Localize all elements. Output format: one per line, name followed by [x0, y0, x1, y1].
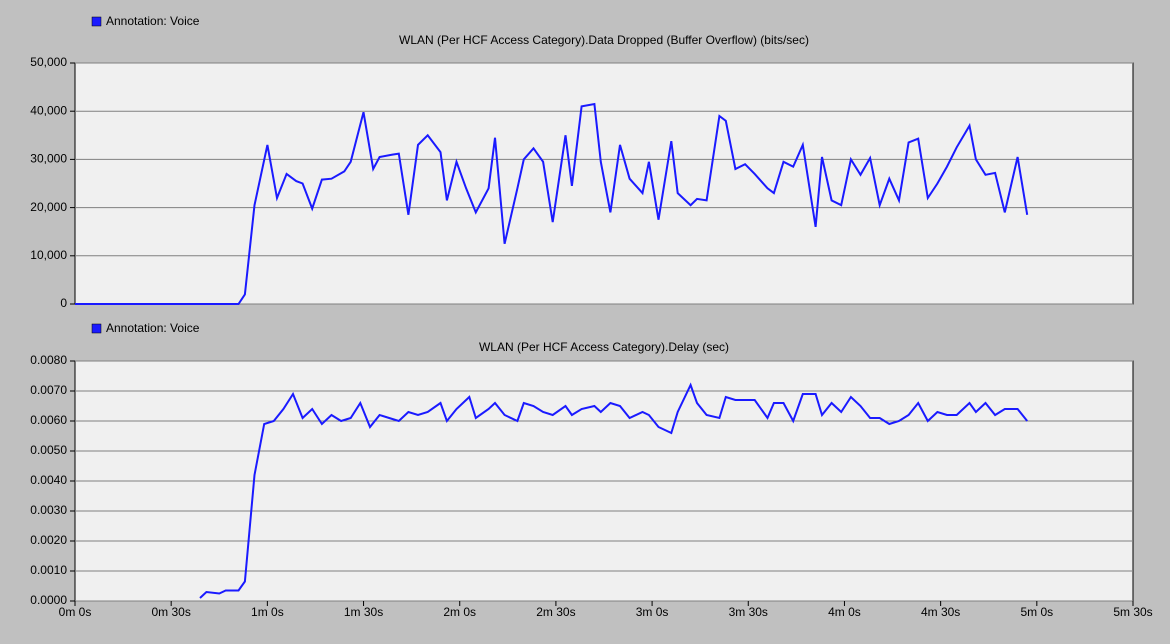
chart-title: WLAN (Per HCF Access Category).Data Drop…: [399, 33, 809, 47]
y-tick-label: 0.0040: [30, 473, 67, 487]
y-tick-label: 0.0020: [30, 533, 67, 547]
x-tick-label: 0m 0s: [59, 605, 92, 619]
y-tick-label: 0.0010: [30, 563, 67, 577]
y-tick-label: 0.0080: [30, 353, 67, 367]
y-tick-label: 0.0030: [30, 503, 67, 517]
x-tick-label: 2m 30s: [536, 605, 575, 619]
x-tick-label: 5m 0s: [1020, 605, 1053, 619]
x-tick-label: 1m 0s: [251, 605, 284, 619]
y-tick-label: 0: [60, 296, 67, 310]
y-tick-label: 0.0070: [30, 383, 67, 397]
y-tick-label: 50,000: [30, 55, 67, 69]
x-tick-label: 2m 0s: [443, 605, 476, 619]
y-tick-label: 20,000: [30, 200, 67, 214]
x-tick-label: 4m 30s: [921, 605, 960, 619]
data-line: [75, 102, 1029, 305]
y-tick-label: 30,000: [30, 152, 67, 166]
legend-label: Annotation: Voice: [106, 14, 200, 28]
x-tick-label: 3m 0s: [636, 605, 669, 619]
y-tick-label: 10,000: [30, 248, 67, 262]
x-tick-label: 0m 30s: [152, 605, 191, 619]
legend-swatch: [91, 16, 102, 27]
x-tick-label: 1m 30s: [344, 605, 383, 619]
x-tick-label: 4m 0s: [828, 605, 861, 619]
y-tick-label: 0.0000: [30, 593, 67, 607]
x-tick-label: 5m 30s: [1113, 605, 1152, 619]
chart-title: WLAN (Per HCF Access Category).Delay (se…: [479, 340, 729, 354]
y-tick-label: 0.0060: [30, 413, 67, 427]
y-tick-label: 40,000: [30, 103, 67, 117]
data-line: [199, 382, 1028, 599]
y-tick-label: 0.0050: [30, 443, 67, 457]
legend-swatch: [91, 323, 102, 334]
legend-label: Annotation: Voice: [106, 321, 200, 335]
x-tick-label: 3m 30s: [729, 605, 768, 619]
